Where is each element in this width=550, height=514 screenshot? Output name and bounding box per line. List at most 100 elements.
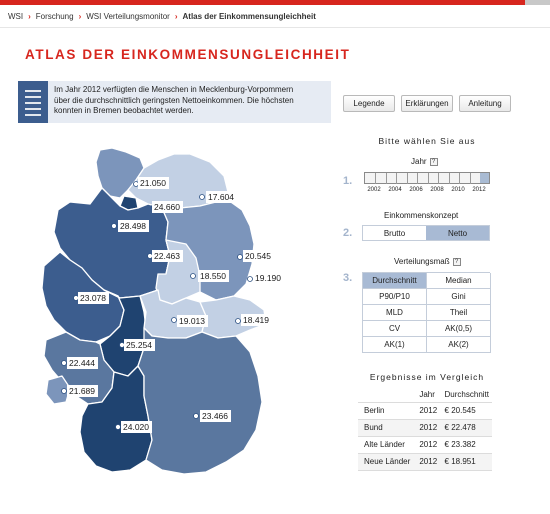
table-cell: Bund <box>358 419 414 437</box>
value-label-text: 21.050 <box>140 178 166 188</box>
year-tick <box>375 173 376 184</box>
breadcrumb-item-forschung[interactable]: Forschung <box>35 12 74 21</box>
step-number: 3. <box>343 272 353 284</box>
breadcrumb-item-wsi[interactable]: WSI <box>8 12 24 21</box>
year-tick <box>470 173 471 184</box>
map-region[interactable] <box>137 327 263 475</box>
map-region[interactable] <box>199 295 267 339</box>
map-dot <box>190 273 196 279</box>
measure-option[interactable]: Median <box>427 273 491 289</box>
table-cell: 2012 <box>413 419 439 437</box>
measure-option[interactable]: Durchschnitt <box>363 273 427 289</box>
concept-option-netto[interactable]: Netto <box>426 226 489 240</box>
breadcrumb-item-verteilungsmonitor[interactable]: WSI Verteilungsmonitor <box>86 12 170 21</box>
results-table: Jahr Durchschnitt Berlin 2012 € 20.545 B… <box>358 388 492 471</box>
concept-option-brutto[interactable]: Brutto <box>363 226 426 240</box>
info-box: Im Jahr 2012 verfügten die Menschen in M… <box>18 81 331 123</box>
page-title: ATLAS DER EINKOMMENSUNGLEICHHEIT <box>25 47 351 62</box>
table-cell: 2012 <box>413 453 439 471</box>
value-label: 19.190 <box>253 272 284 284</box>
info-text-line: über die durchschnittlich geringsten Net… <box>54 95 294 105</box>
results-header <box>358 388 414 403</box>
table-row: Alte Länder 2012 € 23.382 <box>358 436 492 454</box>
map-dot <box>119 342 125 348</box>
year-tick <box>449 173 450 184</box>
legend-button[interactable]: Legende <box>343 95 395 112</box>
map-dot <box>147 253 153 259</box>
value-label-text: 22.444 <box>69 358 95 368</box>
value-label-text: 17.604 <box>208 192 234 202</box>
value-label-text: 19.190 <box>255 273 281 283</box>
selection-title: Bitte wählen Sie aus <box>378 136 476 146</box>
help-icon[interactable]: ? <box>429 157 438 166</box>
map-dot <box>61 360 67 366</box>
map-dot <box>133 181 139 187</box>
map-dot <box>247 276 253 282</box>
measure-option[interactable]: MLD <box>363 305 427 321</box>
value-label: 23.078 <box>78 292 109 304</box>
measure-option[interactable]: AK(1) <box>363 337 427 353</box>
top-accent-bar <box>0 0 550 5</box>
value-label-text: 28.498 <box>120 221 146 231</box>
map-dot <box>61 388 67 394</box>
explanations-button[interactable]: Erklärungen <box>401 95 453 112</box>
results-header: Durchschnitt <box>438 388 492 403</box>
map-dot <box>171 317 177 323</box>
value-label: 17.604 <box>206 191 237 203</box>
year-tick <box>396 173 397 184</box>
value-label: 21.689 <box>67 385 98 397</box>
table-cell: € 20.545 <box>438 402 492 420</box>
value-label: 25.254 <box>124 339 155 351</box>
table-cell: € 22.478 <box>438 419 492 437</box>
measure-option[interactable]: AK(2) <box>427 337 491 353</box>
value-label-text: 19.013 <box>179 316 205 326</box>
measure-option[interactable]: AK(0,5) <box>427 321 491 337</box>
year-tick-label: 2006 <box>409 187 423 193</box>
breadcrumb-divider <box>0 27 550 28</box>
info-text-line: Im Jahr 2012 verfügten die Menschen in M… <box>54 85 294 94</box>
year-tick <box>438 173 439 184</box>
value-label-text: 20.545 <box>245 251 271 261</box>
guide-button[interactable]: Anleitung <box>459 95 511 112</box>
map-dot <box>199 194 205 200</box>
table-row: Neue Länder 2012 € 18.951 <box>358 453 492 471</box>
measure-option[interactable]: Theil <box>427 305 491 321</box>
year-slider[interactable] <box>364 172 490 184</box>
year-tick-label: 2008 <box>430 187 444 193</box>
map-dot <box>235 318 241 324</box>
info-text-line: konnten in Bremen beobachtet werden. <box>54 106 194 115</box>
year-slider-handle[interactable] <box>480 173 489 183</box>
value-label-text: 23.078 <box>80 293 106 303</box>
measure-grid: Durchschnitt Median P90/P10 Gini MLD The… <box>362 272 491 353</box>
measure-option[interactable]: CV <box>363 321 427 337</box>
value-label: 18.419 <box>241 314 272 326</box>
value-label: 20.545 <box>243 250 274 262</box>
map-dot <box>237 254 243 260</box>
measure-label: Verteilungsmaß <box>394 257 450 266</box>
help-icon[interactable]: ? <box>452 257 461 266</box>
results-header: Jahr <box>413 388 439 403</box>
table-cell: Alte Länder <box>358 436 414 454</box>
table-cell: 2012 <box>413 436 439 454</box>
value-label-text: 21.689 <box>69 386 95 396</box>
map-dot <box>115 424 121 430</box>
table-row: Berlin 2012 € 20.545 <box>358 402 492 420</box>
measure-option[interactable]: P90/P10 <box>363 289 427 305</box>
year-tick-label: 2002 <box>367 187 381 193</box>
year-tick-label: 2010 <box>451 187 465 193</box>
info-text: Im Jahr 2012 verfügten die Menschen in M… <box>48 81 300 123</box>
value-label: 21.050 <box>138 177 169 189</box>
year-tick <box>417 173 418 184</box>
measure-option[interactable]: Gini <box>427 289 491 305</box>
income-concept-toggle[interactable]: Brutto Netto <box>362 225 490 241</box>
year-tick <box>407 173 408 184</box>
year-tick <box>386 173 387 184</box>
map-region[interactable] <box>45 375 71 405</box>
table-cell: 2012 <box>413 402 439 420</box>
chevron-right-icon: › <box>174 12 178 21</box>
value-label: 22.463 <box>152 250 183 262</box>
value-label-text: 24.660 <box>154 202 180 212</box>
chevron-right-icon: › <box>78 12 82 21</box>
results-title: Ergebnisse im Vergleich <box>369 372 485 382</box>
year-label: Jahr <box>411 157 427 166</box>
